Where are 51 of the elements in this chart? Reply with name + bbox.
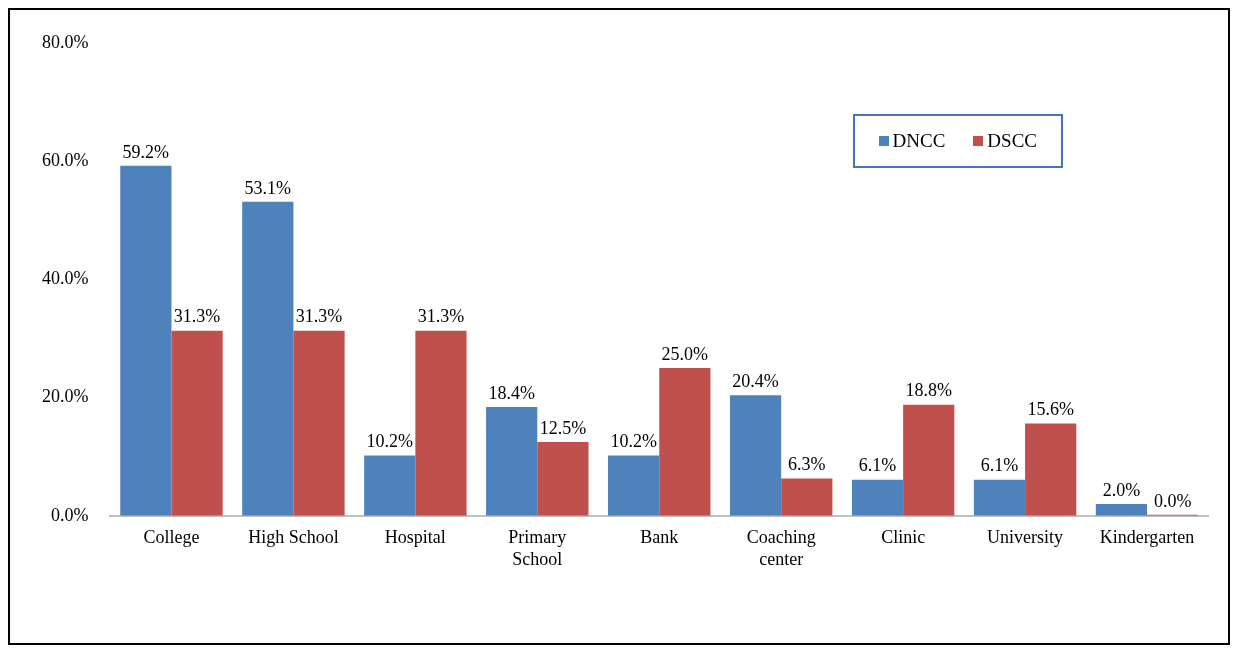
y-tick-label: 0.0% bbox=[50, 504, 89, 525]
bar bbox=[171, 330, 223, 516]
bar bbox=[781, 478, 833, 516]
x-tick-label: High School bbox=[248, 527, 339, 548]
bar bbox=[1095, 503, 1148, 516]
x-tick-label: College bbox=[143, 527, 200, 548]
x-tick-label: Primary School bbox=[508, 527, 567, 569]
bar bbox=[851, 479, 904, 516]
bar bbox=[729, 395, 782, 516]
bar bbox=[293, 330, 345, 516]
bar bbox=[242, 201, 294, 516]
legend-label: DNCC bbox=[892, 130, 946, 152]
data-label: 10.2% bbox=[610, 431, 657, 452]
data-label: 6.1% bbox=[980, 455, 1019, 476]
x-tick-label: Coaching center bbox=[746, 527, 816, 569]
bar bbox=[903, 404, 955, 516]
bar bbox=[120, 165, 172, 516]
data-label: 12.5% bbox=[539, 417, 587, 438]
bar bbox=[659, 367, 711, 516]
y-tick-label: 80.0% bbox=[41, 31, 89, 52]
bar bbox=[608, 455, 660, 516]
data-label: 18.8% bbox=[905, 380, 952, 401]
data-label: 31.3% bbox=[417, 306, 465, 327]
bar bbox=[1025, 423, 1077, 516]
data-label: 0.0% bbox=[1153, 490, 1192, 511]
data-label: 6.3% bbox=[788, 454, 826, 475]
data-label: 31.3% bbox=[295, 306, 343, 327]
x-tick-label: Hospital bbox=[384, 527, 446, 548]
y-tick-label: 20.0% bbox=[41, 386, 89, 407]
bar bbox=[537, 441, 589, 516]
bar bbox=[415, 330, 467, 516]
data-label: 6.1% bbox=[858, 455, 897, 476]
y-tick-label: 60.0% bbox=[41, 149, 89, 170]
data-label: 2.0% bbox=[1102, 479, 1141, 500]
x-tick-label: Kindergarten bbox=[1099, 527, 1195, 548]
data-label: 25.0% bbox=[661, 343, 709, 364]
bar bbox=[973, 479, 1026, 516]
bar bbox=[364, 455, 416, 516]
x-tick-label: Clinic bbox=[881, 527, 926, 548]
data-label: 10.2% bbox=[366, 431, 413, 452]
data-label: 15.6% bbox=[1027, 399, 1074, 420]
x-tick-label: University bbox=[987, 527, 1064, 548]
data-label: 31.3% bbox=[173, 306, 221, 327]
data-label: 18.4% bbox=[488, 382, 535, 403]
bar bbox=[486, 407, 538, 516]
y-tick-label: 40.0% bbox=[41, 268, 89, 289]
legend-label: DSCC bbox=[987, 130, 1037, 152]
x-tick-label: Bank bbox=[640, 527, 679, 548]
data-label: 20.4% bbox=[732, 370, 779, 391]
data-label: 53.1% bbox=[244, 177, 292, 198]
data-label: 59.2% bbox=[122, 141, 170, 162]
